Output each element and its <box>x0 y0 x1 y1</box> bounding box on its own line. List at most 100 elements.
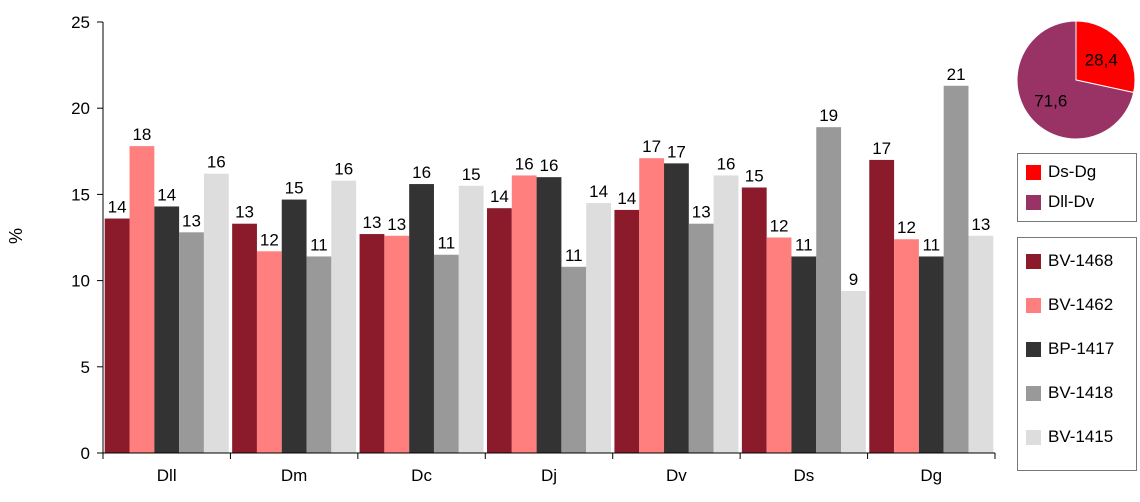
pie-legend: Ds-Dg Dll-Dv <box>1017 153 1137 222</box>
x-tick-label: Ds <box>793 466 814 485</box>
data-label: 13 <box>182 211 201 230</box>
data-label: 11 <box>922 235 940 254</box>
bar <box>943 85 969 454</box>
pie-legend-item-dll-dv: Dll-Dv <box>1026 191 1094 213</box>
bars <box>104 85 994 454</box>
bar <box>104 218 130 453</box>
data-label: 12 <box>770 217 789 236</box>
data-label: 19 <box>819 106 838 125</box>
data-label: 12 <box>260 230 279 249</box>
legend-label: BV-1462 <box>1048 295 1114 314</box>
pie-slice-label: 28,4 <box>1085 51 1118 70</box>
pie-slice <box>1075 20 1136 94</box>
bar <box>129 146 155 454</box>
x-tick-label: Dg <box>920 466 942 485</box>
bar <box>816 127 842 453</box>
bar <box>586 203 611 453</box>
data-label: 16 <box>207 153 226 172</box>
data-label: 11 <box>795 235 813 254</box>
legend-swatch <box>1026 253 1041 269</box>
bar <box>154 206 180 453</box>
bar <box>306 256 332 453</box>
data-label: 17 <box>667 142 686 161</box>
data-label: 16 <box>515 154 534 173</box>
data-label: 12 <box>897 218 916 237</box>
x-tick-label: Dm <box>281 466 307 485</box>
bar <box>203 173 229 453</box>
bar <box>639 158 665 454</box>
x-tick-label: Dv <box>666 466 687 485</box>
bar <box>458 185 484 453</box>
bar <box>561 266 587 453</box>
x-tick-label: Dj <box>541 466 557 485</box>
bar <box>614 209 640 453</box>
data-label: 13 <box>692 203 711 222</box>
bar <box>179 232 204 453</box>
x-tick-label: Dll <box>157 466 177 485</box>
bar <box>688 223 714 453</box>
pie-legend-item-ds-dg: Ds-Dg <box>1026 161 1096 183</box>
y-tick-label: 0 <box>81 444 90 463</box>
pie-legend-label: Ds-Dg <box>1048 162 1097 181</box>
bar <box>409 184 434 453</box>
data-label: 11 <box>310 235 328 254</box>
data-label: 15 <box>462 165 481 184</box>
pie-slice <box>1016 20 1135 140</box>
legend-item-bv-1462: BV-1462 <box>1026 294 1113 316</box>
data-label: 11 <box>565 246 583 265</box>
x-axis-tick-labels: Dll Dm Dc Dj Dv Ds Dg <box>157 466 942 485</box>
legend-label: BP-1417 <box>1048 339 1115 358</box>
bar <box>791 256 817 453</box>
y-tick-label: 5 <box>81 358 90 377</box>
data-label: 15 <box>285 179 304 198</box>
data-label: 13 <box>235 203 254 222</box>
legend-item-bv-1415: BV-1415 <box>1026 426 1113 448</box>
data-label: 14 <box>589 182 608 201</box>
y-tick-label: 15 <box>71 185 90 204</box>
data-label: 11 <box>438 234 456 253</box>
legend-swatch <box>1026 385 1041 401</box>
legend-swatch <box>1026 341 1041 357</box>
bar <box>281 199 307 453</box>
data-label: 14 <box>490 187 509 206</box>
bar <box>256 251 282 453</box>
bar <box>384 235 410 453</box>
axes <box>102 22 996 459</box>
data-label: 14 <box>617 189 636 208</box>
data-label: 9 <box>849 270 858 289</box>
bar <box>894 239 919 453</box>
legend-swatch <box>1026 429 1041 445</box>
data-label: 16 <box>717 154 736 173</box>
legend-item-bv-1468: BV-1468 <box>1026 250 1113 272</box>
data-label: 13 <box>363 213 382 232</box>
y-tick-label: 25 <box>71 13 90 32</box>
bar <box>487 208 512 453</box>
bar <box>766 237 792 453</box>
legend-swatch <box>1026 297 1041 313</box>
bar <box>331 180 357 453</box>
legend-label: BV-1415 <box>1048 427 1114 446</box>
data-label: 17 <box>872 139 891 158</box>
bar <box>869 159 895 454</box>
data-label: 21 <box>947 65 966 84</box>
data-label: 13 <box>387 215 406 234</box>
legend-item-bp-1417: BP-1417 <box>1026 338 1114 360</box>
bar <box>741 187 767 453</box>
pie-legend-swatch <box>1026 164 1041 180</box>
data-label: 16 <box>334 160 353 179</box>
bar <box>536 177 562 453</box>
legend-label: BV-1468 <box>1048 251 1114 270</box>
y-tick-label: 10 <box>71 272 90 291</box>
bar <box>433 254 459 453</box>
data-label: 16 <box>412 163 431 182</box>
legend-item-bv-1418: BV-1418 <box>1026 382 1113 404</box>
bar <box>918 256 944 453</box>
bar <box>664 163 689 454</box>
y-axis-label: % <box>6 228 26 244</box>
data-label: 15 <box>745 167 764 186</box>
data-label: 17 <box>642 137 661 156</box>
pie-legend-swatch <box>1026 194 1041 210</box>
bar <box>359 234 385 453</box>
